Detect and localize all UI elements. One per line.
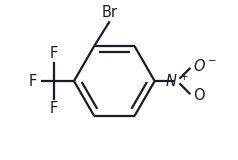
Text: O: O bbox=[193, 88, 204, 103]
Text: F: F bbox=[29, 74, 37, 88]
Text: Br: Br bbox=[102, 5, 118, 20]
Text: $O^-$: $O^-$ bbox=[193, 58, 217, 74]
Text: F: F bbox=[50, 46, 58, 61]
Text: F: F bbox=[50, 101, 58, 116]
Text: $N^+$: $N^+$ bbox=[165, 72, 188, 90]
